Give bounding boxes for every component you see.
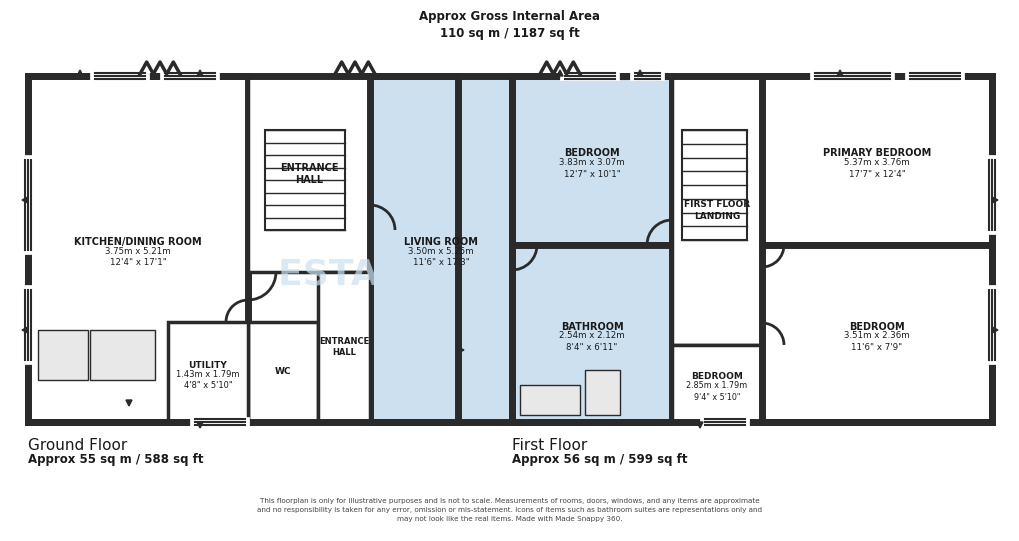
Polygon shape bbox=[22, 327, 28, 333]
Bar bbox=[520, 385, 580, 415]
Text: Approx 56 sq m / 599 sq ft: Approx 56 sq m / 599 sq ft bbox=[512, 453, 687, 466]
Polygon shape bbox=[126, 400, 131, 406]
Polygon shape bbox=[197, 422, 203, 428]
Bar bbox=[38, 330, 88, 380]
Text: Ground Floor: Ground Floor bbox=[28, 438, 127, 452]
Bar bbox=[672, 345, 761, 422]
Bar bbox=[585, 370, 620, 415]
Bar bbox=[248, 322, 318, 422]
Text: 3.75m x 5.21m
12'4" x 17'1": 3.75m x 5.21m 12'4" x 17'1" bbox=[105, 247, 170, 267]
Polygon shape bbox=[197, 70, 203, 76]
Text: BATHROOM: BATHROOM bbox=[560, 321, 623, 332]
Polygon shape bbox=[696, 422, 702, 428]
Bar bbox=[682, 130, 746, 240]
Text: First Floor: First Floor bbox=[512, 438, 587, 452]
Polygon shape bbox=[637, 70, 642, 76]
Text: 3.51m x 2.36m
11'6" x 7'9": 3.51m x 2.36m 11'6" x 7'9" bbox=[844, 332, 909, 352]
Polygon shape bbox=[458, 347, 464, 353]
Text: 1.43m x 1.79m
4'8" x 5'10": 1.43m x 1.79m 4'8" x 5'10" bbox=[176, 370, 239, 390]
Text: KITCHEN/DINING ROOM: KITCHEN/DINING ROOM bbox=[74, 237, 202, 247]
Text: LIVING ROOM: LIVING ROOM bbox=[404, 237, 478, 247]
Text: This floorplan is only for illustrative purposes and is not to scale. Measuremen: This floorplan is only for illustrative … bbox=[257, 498, 762, 522]
Text: ENTRANCE
HALL: ENTRANCE HALL bbox=[279, 163, 338, 185]
Text: ENTRANCE
HALL: ENTRANCE HALL bbox=[319, 337, 369, 357]
Text: BEDROOM: BEDROOM bbox=[564, 148, 620, 159]
Bar bbox=[512, 76, 991, 422]
Polygon shape bbox=[991, 197, 997, 203]
Text: 2.54m x 2.12m
8'4" x 6'11": 2.54m x 2.12m 8'4" x 6'11" bbox=[558, 332, 625, 352]
Bar bbox=[318, 272, 370, 422]
Bar bbox=[370, 76, 672, 422]
Bar bbox=[512, 245, 672, 422]
Text: 2.85m x 1.79m
9'4" x 5'10": 2.85m x 1.79m 9'4" x 5'10" bbox=[686, 381, 747, 401]
Text: Approx 55 sq m / 588 sq ft: Approx 55 sq m / 588 sq ft bbox=[28, 453, 204, 466]
Bar bbox=[370, 76, 512, 422]
Bar bbox=[168, 322, 248, 422]
Text: 5.37m x 3.76m
17'7" x 12'4": 5.37m x 3.76m 17'7" x 12'4" bbox=[844, 159, 909, 179]
Text: BEDROOM: BEDROOM bbox=[691, 372, 742, 381]
Text: UTILITY: UTILITY bbox=[189, 360, 227, 370]
Text: 3.50m x 5.25m
11'6" x 17'3": 3.50m x 5.25m 11'6" x 17'3" bbox=[408, 247, 474, 267]
Text: BEDROOM: BEDROOM bbox=[849, 321, 904, 332]
Text: Approx Gross Internal Area
110 sq m / 1187 sq ft: Approx Gross Internal Area 110 sq m / 11… bbox=[419, 10, 600, 40]
Text: 3.83m x 3.07m
12'7" x 10'1": 3.83m x 3.07m 12'7" x 10'1" bbox=[558, 159, 625, 179]
Bar bbox=[28, 76, 248, 422]
Bar bbox=[28, 76, 458, 422]
Polygon shape bbox=[76, 70, 83, 76]
Text: JUDGE
ESTATE AGENTS: JUDGE ESTATE AGENTS bbox=[278, 219, 601, 292]
Polygon shape bbox=[837, 70, 842, 76]
Text: WC: WC bbox=[274, 367, 291, 377]
Bar bbox=[512, 76, 672, 245]
Bar bbox=[90, 330, 155, 380]
Text: FIRST FLOOR
LANDING: FIRST FLOOR LANDING bbox=[684, 201, 749, 221]
Text: PRIMARY BEDROOM: PRIMARY BEDROOM bbox=[822, 148, 930, 159]
Bar bbox=[248, 76, 370, 272]
Polygon shape bbox=[556, 70, 562, 76]
Polygon shape bbox=[22, 197, 28, 203]
Bar bbox=[265, 130, 344, 230]
Bar bbox=[672, 76, 761, 345]
Polygon shape bbox=[991, 327, 997, 333]
Bar bbox=[761, 76, 991, 245]
Bar bbox=[761, 245, 991, 422]
